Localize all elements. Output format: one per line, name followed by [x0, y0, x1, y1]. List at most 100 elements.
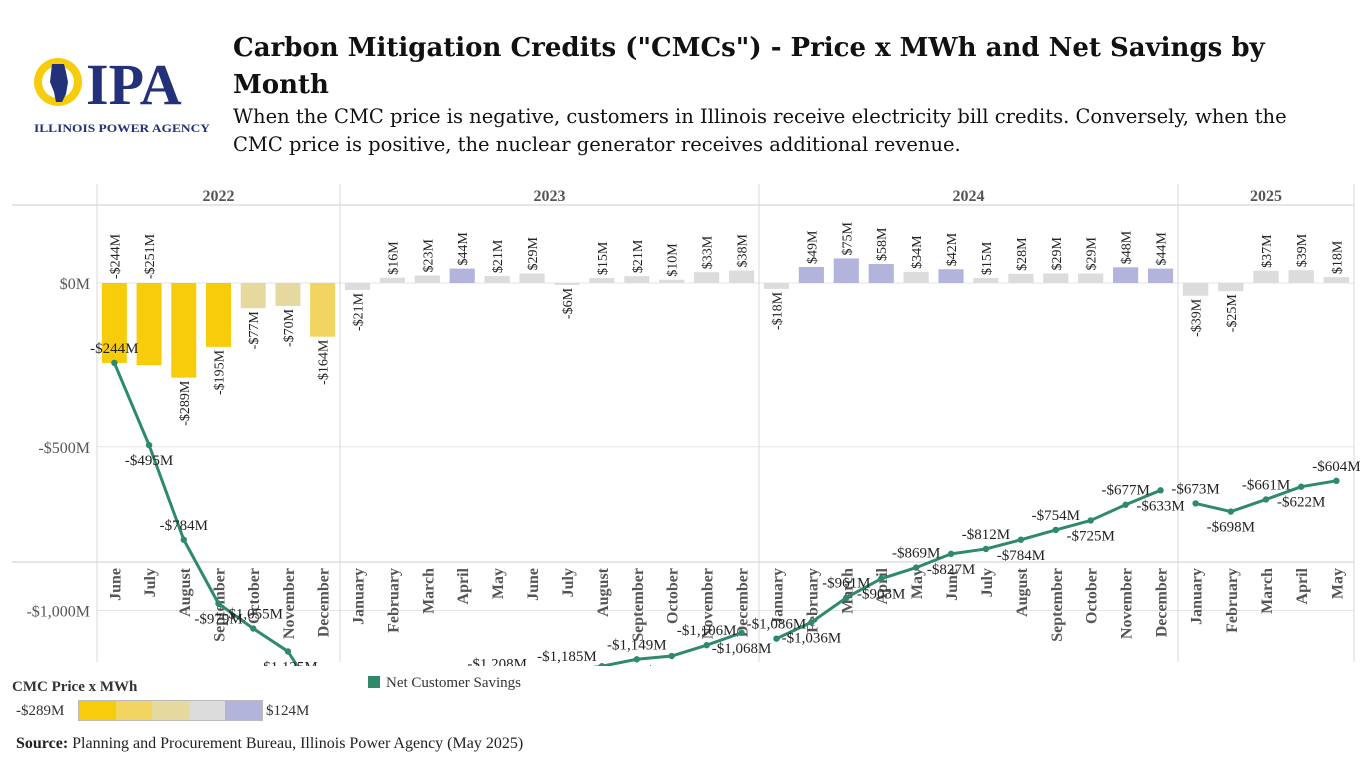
price-bar	[798, 266, 824, 283]
price-bar	[938, 269, 964, 283]
price-bar	[554, 283, 580, 285]
price-bar	[310, 283, 336, 337]
net-savings-label: -$1,139M	[642, 664, 702, 666]
source-note: Source: Planning and Procurement Bureau,…	[16, 735, 523, 753]
net-savings-label: -$622M	[1277, 495, 1325, 511]
legend-net-savings: Net Customer Savings	[368, 675, 521, 692]
legend-price-title: CMC Price x MWh	[12, 679, 138, 695]
net-savings-point	[843, 594, 850, 601]
price-bar-label: $49M	[805, 230, 820, 264]
y-tick-label: -$500M	[38, 440, 90, 457]
price-bar-label: -$244M	[108, 233, 123, 279]
price-bar-label: $16M	[386, 241, 401, 275]
month-label: December	[316, 568, 333, 637]
net-savings-point	[982, 545, 990, 553]
price-bar-label: -$164M	[317, 339, 332, 385]
net-savings-label: -$244M	[90, 341, 138, 357]
net-savings-point	[1087, 517, 1094, 524]
legend-ramp-step	[79, 701, 116, 720]
price-bar	[1078, 273, 1104, 283]
price-bar-label: $28M	[1015, 237, 1030, 271]
net-savings-line	[775, 488, 1162, 641]
year-header: 2022	[203, 188, 235, 205]
month-label: February	[1224, 568, 1241, 633]
net-savings-label: -$633M	[1136, 498, 1184, 514]
y-tick-label: $0M	[60, 276, 90, 293]
price-bar	[903, 271, 929, 283]
price-bar	[101, 283, 127, 363]
price-bar	[1182, 283, 1209, 296]
net-savings-label: -$1,055M	[223, 607, 283, 623]
price-bar-label: $44M	[456, 232, 471, 266]
net-savings-label: -$1,106M	[677, 623, 737, 639]
net-savings-label: -$1,125M	[258, 659, 318, 666]
price-bar-label: $21M	[491, 239, 506, 273]
price-bar-label: $34M	[910, 235, 925, 269]
month-label: October	[665, 568, 682, 624]
price-bar-label: $15M	[980, 241, 995, 275]
price-bar	[1253, 270, 1279, 283]
net-savings-label: -$812M	[962, 527, 1010, 543]
source-text: Planning and Procurement Bureau, Illinoi…	[72, 735, 524, 752]
month-label: June	[525, 568, 542, 601]
price-bar	[589, 278, 615, 283]
net-savings-point	[773, 635, 780, 642]
net-savings-point	[1122, 501, 1129, 508]
net-savings-point	[1298, 483, 1305, 490]
price-bar-label: -$195M	[213, 349, 228, 395]
month-label: March	[1259, 568, 1276, 614]
price-bar	[171, 283, 197, 378]
price-bar	[1147, 268, 1174, 283]
net-savings-point	[180, 536, 187, 543]
month-label: October	[1084, 568, 1101, 624]
price-bar	[1323, 277, 1350, 283]
price-bar	[449, 268, 475, 283]
month-label: March	[420, 568, 437, 614]
price-bar	[1113, 267, 1139, 283]
price-bar-label: $37M	[1260, 234, 1275, 268]
price-bar-label: -$70M	[282, 308, 297, 347]
price-bar	[1008, 273, 1034, 283]
price-bar	[694, 272, 720, 283]
year-header: 2025	[1250, 188, 1282, 205]
net-savings-label: -$869M	[892, 546, 940, 562]
month-label: June	[944, 568, 961, 601]
price-bar-label: -$289M	[178, 380, 193, 426]
month-label: July	[979, 568, 996, 597]
net-savings-label: -$1,036M	[782, 630, 842, 646]
price-bar-label: -$39M	[1190, 298, 1205, 337]
price-bar-label: $38M	[736, 234, 751, 268]
month-label: August	[1014, 567, 1031, 617]
legend-line-swatch	[368, 676, 380, 688]
month-label: March	[839, 568, 856, 614]
net-savings-label: -$604M	[1312, 459, 1360, 475]
legend-ramp-step	[152, 701, 189, 720]
legend-line-label: Net Customer Savings	[386, 675, 521, 691]
net-savings-point	[878, 575, 885, 582]
net-savings-point	[947, 550, 955, 558]
month-label: February	[385, 568, 402, 633]
price-bar	[973, 278, 999, 283]
price-bar-label: -$6M	[561, 287, 576, 319]
month-label: July	[142, 568, 159, 597]
price-bar	[379, 277, 405, 283]
logo-text: IPA	[86, 52, 182, 117]
price-bar	[414, 275, 440, 283]
month-label: January	[350, 568, 367, 625]
month-label: November	[1119, 568, 1136, 639]
net-savings-label: -$903M	[857, 587, 905, 603]
month-label: December	[1154, 568, 1171, 637]
net-savings-point	[598, 662, 606, 666]
month-label: November	[700, 568, 717, 639]
net-savings-point	[1017, 536, 1025, 543]
month-label: December	[735, 568, 752, 637]
price-bar-label: -$25M	[1225, 294, 1240, 333]
legend-price-min: -$289M	[16, 703, 65, 719]
net-savings-label: -$698M	[1207, 520, 1255, 536]
month-label: August	[595, 567, 612, 617]
net-savings-label: -$725M	[1067, 528, 1115, 544]
net-savings-point	[668, 652, 675, 660]
net-savings-label: -$1,208M	[467, 657, 527, 666]
net-savings-point	[1333, 477, 1340, 485]
price-bar-label: $18M	[1330, 240, 1345, 274]
